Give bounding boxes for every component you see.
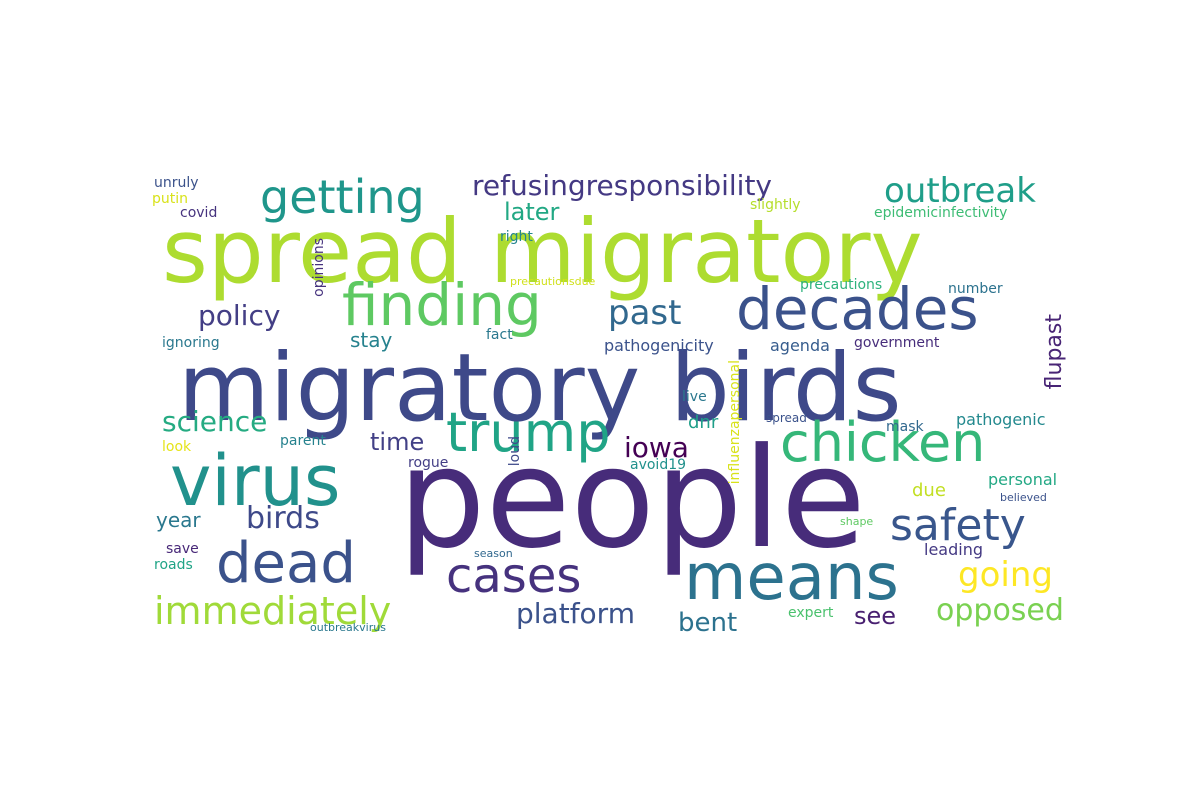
word-precautions: precautions	[800, 277, 883, 293]
word-agenda: agenda	[770, 336, 830, 355]
word-leading: leading	[924, 540, 983, 559]
word-roads: roads	[154, 557, 193, 573]
word-finding: finding	[342, 271, 542, 339]
word-science: science	[162, 405, 268, 438]
word-birds: birds	[246, 501, 320, 536]
word-means: means	[684, 541, 899, 615]
word-immediately: immediately	[154, 589, 392, 633]
word-decades: decades	[736, 275, 979, 343]
word-flupast: flupast	[1042, 314, 1067, 390]
word-epidemicinfectivity: epidemicinfectivity	[874, 205, 1008, 221]
word-people: people	[398, 418, 866, 579]
word-live: live	[682, 389, 707, 405]
word-spread-small: spread	[766, 411, 807, 425]
word-covid: covid	[180, 205, 218, 221]
word-save: save	[166, 541, 199, 557]
word-mask: mask	[886, 419, 924, 435]
word-season: season	[474, 547, 513, 560]
word-due: due	[912, 480, 946, 501]
word-pathogenicity: pathogenicity	[604, 336, 714, 355]
word-safety: safety	[890, 500, 1026, 551]
word-precautionsdue: precautionsdue	[510, 275, 596, 288]
word-ignoring: ignoring	[162, 335, 220, 351]
word-government: government	[854, 335, 940, 351]
word-rogue: rogue	[408, 455, 449, 471]
word-going: going	[958, 555, 1053, 595]
word-bent: bent	[678, 608, 738, 638]
word-dead: dead	[216, 531, 356, 596]
word-slightly: slightly	[750, 197, 801, 213]
word-migratory-birds: migratory birds	[178, 334, 902, 443]
word-believed: believed	[1000, 491, 1047, 504]
word-parent: parent	[280, 433, 326, 449]
word-cloud: people migratory birds spread migratory …	[150, 169, 1067, 640]
word-iowa: iowa	[624, 431, 689, 464]
word-stay: stay	[350, 328, 393, 352]
word-refusingresponsibility: refusingresponsibility	[472, 169, 773, 202]
word-dnr: dnr	[688, 412, 719, 433]
word-spread-migratory: spread migratory	[162, 200, 923, 303]
word-past: past	[608, 293, 682, 333]
word-look: look	[162, 439, 192, 455]
word-getting: getting	[260, 170, 425, 224]
word-see: see	[854, 602, 897, 630]
word-outbreakvirus: outbreakvirus	[310, 621, 386, 634]
word-shape: shape	[840, 515, 874, 528]
word-later: later	[504, 198, 560, 226]
word-chicken: chicken	[780, 411, 986, 474]
word-platform: platform	[516, 597, 635, 630]
word-number: number	[948, 281, 1003, 297]
word-right: right	[500, 229, 533, 245]
word-personal: personal	[988, 470, 1058, 489]
word-unruly: unruly	[154, 175, 199, 191]
word-year: year	[156, 508, 201, 532]
word-trump: trump	[446, 401, 611, 464]
word-loud: loud	[507, 436, 523, 467]
word-time: time	[370, 428, 425, 456]
word-fact: fact	[486, 327, 513, 343]
word-expert: expert	[788, 605, 834, 621]
word-influenzapersonal: influenzapersonal	[727, 360, 743, 485]
word-policy: policy	[198, 299, 281, 332]
word-pathogenic: pathogenic	[956, 410, 1046, 429]
word-putin: putin	[152, 191, 189, 207]
word-opinions: opinions	[311, 238, 327, 297]
word-avoid19: avoid19	[630, 457, 687, 473]
word-virus: virus	[170, 440, 341, 522]
word-cases: cases	[446, 548, 582, 604]
word-opposed: opposed	[936, 593, 1064, 628]
word-outbreak: outbreak	[884, 171, 1036, 211]
